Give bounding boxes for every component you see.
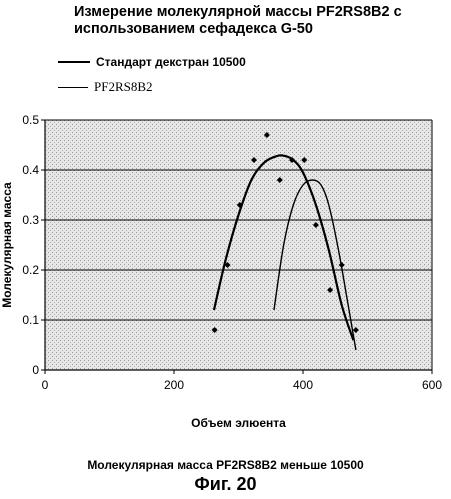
gridlines	[45, 119, 432, 321]
data-point	[338, 262, 345, 268]
legend-swatch-dextran	[58, 61, 90, 63]
x-tick-label: 400	[293, 378, 313, 392]
x-tick-label: 600	[422, 378, 442, 392]
y-tick-label: 0	[32, 363, 39, 377]
legend-label-pf2rs8b2: PF2RS8B2	[94, 79, 153, 94]
data-point	[236, 202, 243, 208]
data-point	[352, 327, 359, 333]
data-point	[312, 222, 319, 228]
y-tick-label: 0.2	[22, 263, 39, 277]
y-tick-label: 0.4	[22, 163, 39, 177]
x-tick-label: 200	[164, 378, 184, 392]
legend-item-pf2rs8b2: PF2RS8B2	[58, 79, 153, 95]
data-point	[263, 132, 270, 138]
y-tick-label: 0.1	[22, 313, 39, 327]
data-point	[289, 157, 296, 163]
tick-labels: 0 0.1 0.2 0.3 0.4 0.5 0 200 400 600	[22, 113, 442, 392]
chart-title: Измерение молекулярной массы PF2RS8B2 с …	[74, 4, 402, 37]
series-line-dextran	[212, 154, 355, 341]
figure-number: Фиг. 20	[194, 474, 257, 494]
figure-subtitle: Молекулярная масса PF2RS8B2 меньше 10500	[87, 458, 364, 472]
axis-labels: Молекулярная масса Объем элюента	[0, 182, 286, 430]
plot-area	[45, 120, 432, 370]
y-tick-label: 0.3	[22, 213, 39, 227]
legend-label-dextran: Стандарт декстран 10500	[96, 55, 246, 69]
plot-background	[45, 120, 432, 370]
y-tick-label: 0.5	[22, 113, 39, 127]
data-points	[211, 132, 359, 333]
legend-item-dextran: Стандарт декстран 10500	[58, 55, 246, 69]
data-point	[224, 262, 231, 268]
series-lines	[212, 154, 357, 351]
series-line-pf2rs8b2	[273, 179, 357, 351]
legend-swatch-pf2rs8b2	[58, 86, 88, 88]
x-tick-label: 0	[42, 378, 49, 392]
y-axis-label: Молекулярная масса	[0, 182, 14, 308]
data-point	[301, 157, 308, 163]
data-point	[211, 327, 218, 333]
axes	[41, 119, 433, 374]
data-point	[250, 157, 257, 163]
x-axis-label: Объем элюента	[191, 416, 286, 430]
data-point	[327, 287, 334, 293]
data-point	[276, 177, 283, 183]
